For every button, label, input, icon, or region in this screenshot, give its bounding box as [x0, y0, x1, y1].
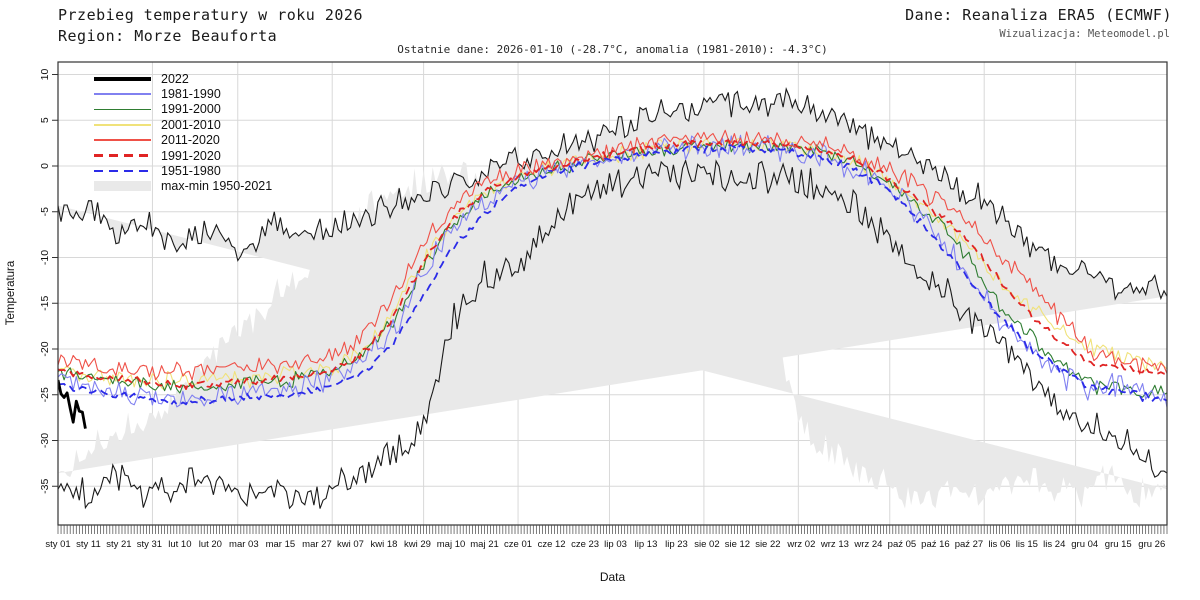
x-tick-label: kwi 07	[337, 539, 364, 550]
legend-label: 2022	[161, 71, 189, 86]
legend: 2022 1981-1990 1991-2000 2001-2010 2011-2020…	[94, 71, 272, 194]
legend-item: 2022	[94, 71, 272, 86]
legend-item: 2001-2010	[94, 117, 272, 132]
x-tick-label: sty 21	[106, 539, 131, 550]
x-tick-label: lut 20	[199, 539, 222, 550]
x-tick-label: gru 04	[1071, 539, 1098, 550]
y-tick-label: 10	[39, 69, 51, 81]
x-tick-label: sie 02	[694, 539, 719, 550]
x-tick-label: paź 16	[921, 539, 950, 550]
x-tick-label: wrz 13	[820, 539, 849, 550]
y-tick-label: -20	[39, 341, 51, 356]
y-tick-label: 5	[39, 117, 51, 123]
x-tick-label: lip 13	[635, 539, 658, 550]
y-axis-ticks: 10 5 0 -5 -10 -15 -20 -25 -30 -35	[39, 69, 58, 494]
x-tick-label: paź 05	[888, 539, 917, 550]
x-tick-label: kwi 18	[371, 539, 398, 550]
x-tick-label: mar 27	[302, 539, 332, 550]
x-tick-label: sie 22	[755, 539, 780, 550]
x-tick-label: cze 23	[571, 539, 599, 550]
legend-swatch-solid	[94, 108, 151, 111]
x-tick-label: paź 27	[955, 539, 984, 550]
legend-item: 1951-1980	[94, 163, 272, 178]
x-tick-label: lip 03	[604, 539, 627, 550]
legend-label: 2001-2010	[161, 117, 221, 132]
series-2011-2020	[58, 129, 1167, 381]
x-axis-day-ticks	[57, 525, 1168, 534]
legend-label: 2011-2020	[161, 133, 220, 148]
y-tick-label: -15	[39, 296, 51, 311]
legend-swatch-solid	[94, 93, 151, 95]
x-tick-label: mar 15	[266, 539, 296, 550]
y-tick-label: -10	[39, 250, 51, 265]
legend-item: 1981-1990	[94, 86, 272, 101]
x-tick-label: lip 23	[665, 539, 688, 550]
x-tick-label: cze 01	[504, 539, 532, 550]
legend-swatch-dashed	[94, 154, 151, 157]
x-tick-label: lut 10	[168, 539, 191, 550]
legend-swatch-band	[94, 181, 151, 192]
legend-swatch-dashed	[94, 169, 151, 173]
y-tick-label: -5	[39, 207, 51, 216]
x-tick-label: maj 21	[470, 539, 499, 550]
x-tick-label: sty 31	[137, 539, 162, 550]
legend-label: 1991-2020	[161, 148, 221, 163]
legend-label: 1981-1990	[161, 87, 221, 102]
x-tick-label: wrz 02	[786, 539, 815, 550]
x-tick-label: gru 26	[1138, 539, 1165, 550]
x-tick-label: gru 15	[1105, 539, 1132, 550]
legend-label: max-min 1950-2021	[161, 179, 273, 194]
legend-item: 2011-2020	[94, 133, 272, 148]
x-tick-label: sie 12	[725, 539, 750, 550]
band-max-line	[58, 87, 1167, 301]
region-subtitle: Region: Morze Beauforta	[58, 27, 278, 45]
legend-item: 1991-2000	[94, 102, 272, 117]
visualization-credit: Wizualizacja: Meteomodel.pl	[999, 28, 1170, 40]
last-data-annotation: Ostatnie dane: 2026-01-10 (-28.7°C, anom…	[397, 43, 828, 56]
x-tick-label: cze 12	[538, 539, 566, 550]
x-tick-label: wrz 24	[853, 539, 882, 550]
legend-item: max-min 1950-2021	[94, 179, 272, 194]
x-tick-label: lis 06	[988, 539, 1010, 550]
series-1951-1980	[58, 143, 1167, 407]
x-tick-label: lis 24	[1043, 539, 1065, 550]
band-min-line	[58, 158, 1167, 510]
x-tick-label: maj 10	[437, 539, 466, 550]
y-tick-label: -30	[39, 433, 51, 448]
y-tick-label: -25	[39, 387, 51, 402]
y-axis-label: Temperatura	[5, 260, 17, 326]
y-tick-label: 0	[39, 163, 51, 169]
page-title: Przebieg temperatury w roku 2026	[58, 6, 363, 24]
legend-swatch-solid	[94, 124, 151, 126]
data-source: Dane: Reanaliza ERA5 (ECMWF)	[905, 6, 1172, 24]
legend-swatch-thick	[94, 76, 151, 81]
series-1991-2020	[58, 139, 1167, 391]
x-tick-label: lis 15	[1016, 539, 1038, 550]
x-tick-label: mar 03	[229, 539, 259, 550]
x-tick-label: sty 11	[76, 539, 101, 550]
band-max-min	[58, 89, 1167, 509]
legend-label: 1991-2000	[161, 102, 221, 117]
y-tick-label: -35	[39, 479, 51, 494]
legend-label: 1951-1980	[161, 164, 221, 179]
x-axis-tick-labels: sty 01 sty 11 sty 21 sty 31 lut 10 lut 20 mar …	[45, 539, 1165, 550]
legend-swatch-solid	[94, 139, 151, 142]
x-axis-label: Data	[599, 570, 626, 584]
x-tick-label: kwi 29	[404, 539, 431, 550]
x-tick-label: sty 01	[45, 539, 70, 550]
series-2022	[58, 379, 87, 429]
legend-item: 1991-2020	[94, 148, 272, 163]
